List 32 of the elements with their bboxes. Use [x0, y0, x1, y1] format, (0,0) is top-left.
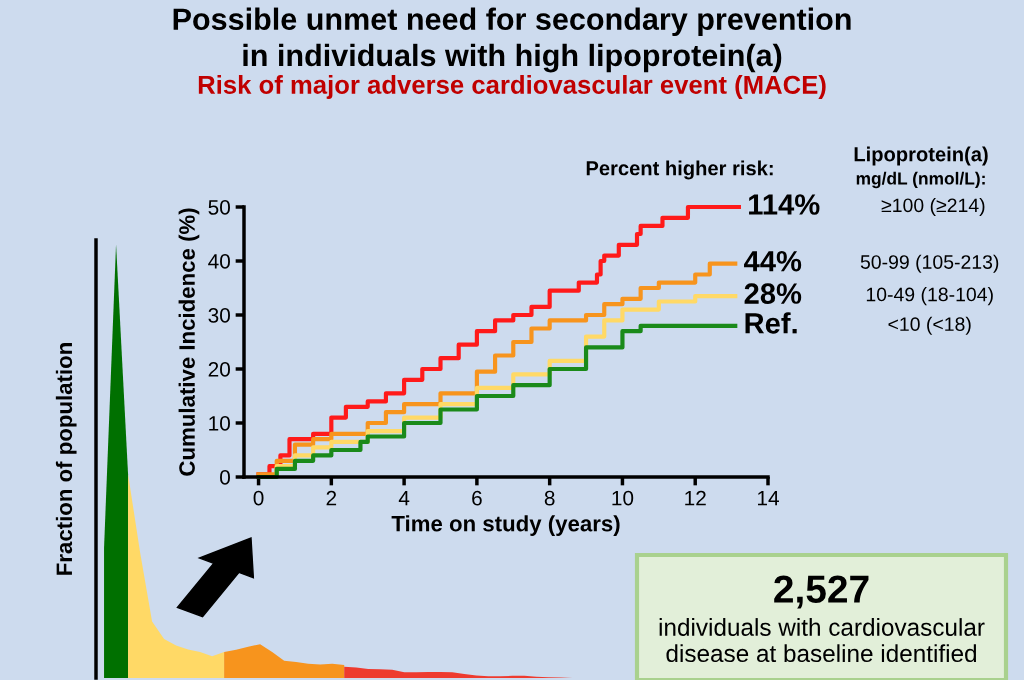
text: Percent higher risk: [586, 160, 773, 180]
x-tick-label: 2 [326, 490, 337, 506]
chart-title: Possible unmet need for secondary prevention in individuals with high lipoprotein(a) [173, 7, 851, 73]
text: mg/dL (nmol/L): [856, 171, 985, 189]
y-tick-label: 0 [220, 470, 230, 485]
y-axis-title: Fraction of population [55, 343, 77, 575]
x-tick-label: 10 [612, 490, 634, 506]
annotation: 114% [749, 194, 820, 215]
x-tick-label: 4 [398, 490, 410, 506]
y-tick-label: 10 [209, 416, 230, 431]
x-tick-label: 14 [758, 490, 779, 506]
x-axis-title: Time on study (years) [391, 515, 620, 536]
text: 10-49 (18-104) [866, 287, 993, 306]
annotation: Ref. [745, 312, 797, 334]
annotation: 44% [744, 250, 802, 272]
text: 2,527 [774, 575, 869, 609]
x-tick-label: 8 [544, 490, 555, 506]
chart-subtitle: Risk of major adverse cardiovascular event (MACE) [198, 75, 826, 99]
y-tick-label: 30 [208, 308, 230, 323]
annotation: 28% [744, 283, 802, 304]
y-axis-title: Cumulative Incidence (%) [178, 208, 200, 476]
text: ≥100 (≥214) [881, 197, 985, 217]
x-tick-label: 0 [253, 490, 264, 506]
text: <10 (<18) [888, 316, 971, 335]
y-tick-label: 20 [208, 362, 230, 377]
x-tick-label: 12 [685, 490, 706, 506]
text: Lipoprotein(a) [854, 146, 988, 166]
text: 50-99 (105-213) [860, 254, 999, 273]
text: individuals with cardiovascular disease at baseline identified [659, 618, 985, 663]
y-tick-label: 50 [208, 200, 230, 215]
y-tick-label: 40 [208, 254, 230, 269]
x-tick-label: 6 [472, 490, 482, 506]
